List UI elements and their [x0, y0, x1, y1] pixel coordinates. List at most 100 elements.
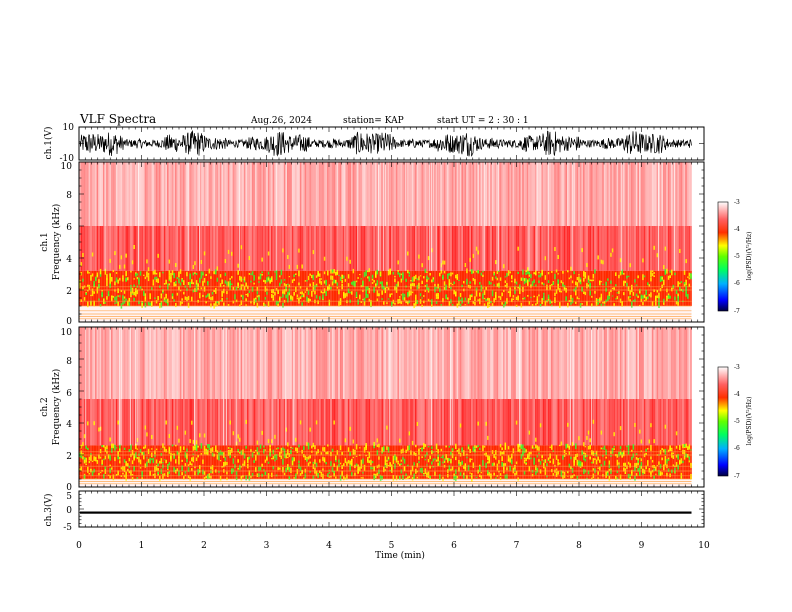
- spectrogram-peak: [504, 276, 507, 278]
- spectrogram-strong-column: [555, 270, 558, 306]
- spectrogram-peak: [184, 471, 187, 474]
- spectrogram-peak: [450, 282, 452, 285]
- spectrogram-peak: [599, 297, 601, 303]
- spectrogram-peak: [437, 293, 439, 296]
- spectrogram-peak: [304, 470, 307, 473]
- spectrogram-moderate-column: [667, 226, 670, 271]
- spectrogram-weak-column: [610, 327, 612, 399]
- spectrogram-peak: [301, 302, 303, 307]
- spectrogram-weak-column: [503, 162, 505, 226]
- spectrogram-weak-column: [426, 162, 428, 226]
- spectrogram-peak: [275, 448, 278, 450]
- spectrogram-peak: [96, 291, 99, 294]
- spectrogram-peak: [243, 453, 246, 459]
- spectrogram-peak: [418, 448, 420, 452]
- spectrogram-peak: [387, 287, 390, 290]
- spectrogram-peak: [472, 278, 475, 281]
- spectrogram-peak: [547, 272, 550, 275]
- spectrogram-peak: [125, 253, 127, 258]
- spectrogram-moderate-column: [568, 226, 571, 271]
- spectrogram-moderate-column: [474, 226, 476, 271]
- spectrogram-gap: [573, 327, 575, 446]
- spectrogram-peak: [448, 279, 451, 285]
- spectrogram-peak: [199, 465, 201, 469]
- spectrogram-moderate-column: [455, 399, 457, 446]
- spectrogram-peak: [434, 471, 436, 476]
- spectrogram-peak: [530, 296, 532, 298]
- spectrogram-strong-column: [419, 270, 422, 306]
- spectrogram-weak-column: [424, 162, 427, 226]
- spectrogram-moderate-column: [583, 399, 585, 446]
- spectrogram-peak: [191, 279, 193, 284]
- spectrogram-peak: [650, 272, 652, 277]
- spectrogram-peak: [168, 434, 171, 438]
- spectrogram-strong-column: [271, 445, 273, 479]
- spectrogram-peak: [304, 291, 307, 293]
- spectrogram-peak: [535, 270, 537, 276]
- spectrogram-weak-column: [146, 327, 148, 399]
- spectrogram-peak: [226, 281, 228, 286]
- spectrogram-peak: [136, 457, 139, 460]
- spectrogram-weak-column: [248, 162, 251, 226]
- spectrogram-weak-column: [173, 162, 175, 226]
- spectrogram-peak: [525, 457, 527, 462]
- spectrogram-peak: [327, 444, 329, 447]
- spectrogram-moderate-column: [403, 399, 406, 446]
- spectrogram-peak: [306, 442, 308, 447]
- spectrogram-peak: [597, 477, 599, 479]
- spectrogram-peak: [207, 293, 209, 297]
- spectrogram-peak: [267, 271, 270, 275]
- spectrogram-weak-column: [587, 327, 590, 399]
- spectrogram-moderate-column: [466, 226, 468, 271]
- spectrogram-peak: [191, 457, 193, 462]
- spectrogram-weak-column: [690, 162, 692, 226]
- spectrogram-weak-column: [205, 162, 207, 226]
- spectrogram-peak: [155, 448, 158, 451]
- spectrogram-peak: [458, 462, 460, 466]
- spectrogram-peak: [331, 281, 334, 286]
- spectrogram-strong-column: [245, 445, 247, 479]
- spectrogram-weak-column: [415, 327, 417, 399]
- spectrogram-weak-column: [618, 162, 620, 226]
- spectrogram-weak-column: [303, 162, 305, 226]
- spectrogram-peak: [247, 457, 249, 461]
- spectrogram-peak: [640, 294, 643, 299]
- spectrogram-peak: [80, 450, 83, 456]
- spectrogram-peak: [389, 462, 391, 465]
- spectrogram-strong-column: [400, 270, 403, 306]
- spectrogram-weak-column: [445, 327, 447, 399]
- spectrogram-peak: [187, 295, 190, 301]
- spectrogram-peak: [544, 470, 547, 475]
- spectrogram-peak: [482, 270, 484, 273]
- spectrogram-peak: [256, 286, 259, 291]
- spectrogram-moderate-column: [448, 226, 451, 271]
- spectrogram-peak: [563, 287, 566, 289]
- spectrogram-peak: [320, 472, 323, 477]
- spectrogram-peak: [431, 299, 433, 305]
- spectrogram-weak-column: [146, 162, 148, 226]
- figure-title: VLF Spectra: [79, 112, 156, 126]
- spectrogram-peak: [538, 459, 540, 462]
- spectrogram-peak: [515, 461, 518, 465]
- spectrogram-peak: [498, 460, 500, 464]
- spectrogram-moderate-column: [261, 226, 263, 271]
- spectrogram-peak: [576, 277, 579, 281]
- spectrogram-moderate-column: [493, 226, 495, 271]
- spectrogram-peak: [546, 475, 548, 478]
- spectrogram-peak: [352, 456, 355, 459]
- spectrogram-peak: [272, 294, 275, 301]
- spectrogram-weak-column: [455, 162, 457, 226]
- spectrogram-strong-column: [229, 445, 231, 479]
- spectrogram-moderate-column: [119, 226, 121, 271]
- spectrogram-moderate-column: [171, 399, 174, 446]
- spectrogram-peak: [87, 290, 89, 292]
- spectrogram-peak: [139, 459, 142, 465]
- spectrogram-peak: [357, 299, 359, 305]
- spectrogram-strong-column: [479, 445, 481, 479]
- spectrogram-moderate-column: [501, 226, 503, 271]
- spectrogram-weak-column: [157, 327, 159, 399]
- spectrogram-peak: [539, 469, 542, 474]
- spectrogram-peak: [349, 460, 351, 466]
- spectrogram-strong-column: [122, 270, 124, 306]
- spectrogram-strong-column: [599, 270, 601, 306]
